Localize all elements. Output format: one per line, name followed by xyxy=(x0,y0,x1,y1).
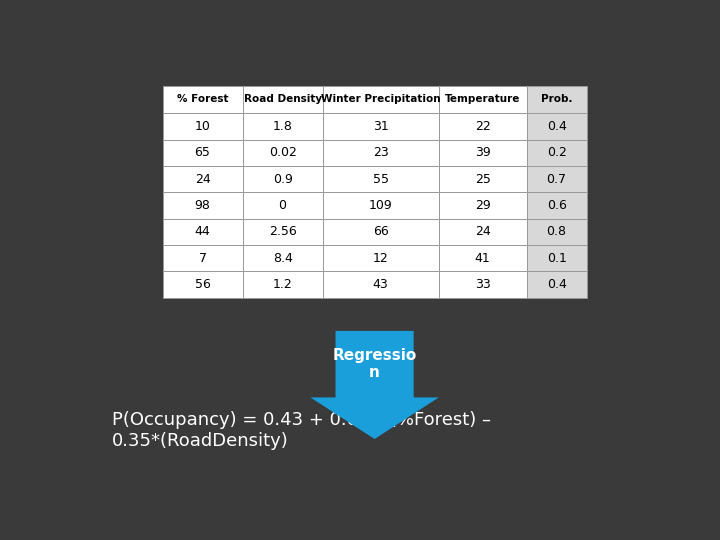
Text: % Forest: % Forest xyxy=(177,94,228,104)
Text: 0.4: 0.4 xyxy=(546,278,567,291)
Text: 2.56: 2.56 xyxy=(269,225,297,239)
Text: Road Density: Road Density xyxy=(243,94,322,104)
Text: 0.9: 0.9 xyxy=(273,173,292,186)
Bar xyxy=(323,245,438,272)
Bar xyxy=(438,166,526,192)
Text: 43: 43 xyxy=(373,278,389,291)
Bar xyxy=(438,219,526,245)
Text: Temperature: Temperature xyxy=(445,94,521,104)
Text: Prob.: Prob. xyxy=(541,94,572,104)
Text: 0.1: 0.1 xyxy=(546,252,567,265)
Bar xyxy=(438,113,526,140)
Bar xyxy=(438,140,526,166)
Bar xyxy=(526,219,587,245)
Text: 10: 10 xyxy=(194,120,210,133)
Text: 0.4: 0.4 xyxy=(546,120,567,133)
Text: 31: 31 xyxy=(373,120,389,133)
Text: 24: 24 xyxy=(474,225,490,239)
Polygon shape xyxy=(310,331,438,439)
Bar xyxy=(323,140,438,166)
Bar xyxy=(243,192,323,219)
Bar xyxy=(323,85,438,113)
Bar xyxy=(438,245,526,272)
Text: 12: 12 xyxy=(373,252,389,265)
Bar xyxy=(526,85,587,113)
Text: 33: 33 xyxy=(474,278,490,291)
Text: Regressio
n: Regressio n xyxy=(333,348,417,380)
Text: 22: 22 xyxy=(474,120,490,133)
Bar xyxy=(243,245,323,272)
Bar xyxy=(526,272,587,298)
Bar xyxy=(526,245,587,272)
Bar xyxy=(243,85,323,113)
Bar xyxy=(163,272,243,298)
Bar xyxy=(243,113,323,140)
Bar xyxy=(438,192,526,219)
Bar xyxy=(163,166,243,192)
Bar xyxy=(163,245,243,272)
Text: 55: 55 xyxy=(372,173,389,186)
Text: 56: 56 xyxy=(194,278,210,291)
Bar xyxy=(163,113,243,140)
Bar xyxy=(323,166,438,192)
Bar xyxy=(323,113,438,140)
Text: 25: 25 xyxy=(474,173,490,186)
Bar xyxy=(323,219,438,245)
Text: 0.6: 0.6 xyxy=(546,199,567,212)
Bar xyxy=(323,192,438,219)
Text: P(Occupancy) = 0.43 + 0.023*(%Forest) –
0.35*(RoadDensity): P(Occupancy) = 0.43 + 0.023*(%Forest) – … xyxy=(112,411,491,450)
Text: 1.2: 1.2 xyxy=(273,278,292,291)
Bar xyxy=(243,166,323,192)
Text: 0: 0 xyxy=(279,199,287,212)
Bar xyxy=(526,140,587,166)
Bar xyxy=(243,219,323,245)
Text: 98: 98 xyxy=(194,199,210,212)
Text: 23: 23 xyxy=(373,146,389,159)
Text: 1.8: 1.8 xyxy=(273,120,292,133)
Text: 39: 39 xyxy=(474,146,490,159)
Text: 8.4: 8.4 xyxy=(273,252,292,265)
Text: 0.7: 0.7 xyxy=(546,173,567,186)
Text: 66: 66 xyxy=(373,225,389,239)
Bar xyxy=(323,272,438,298)
Bar xyxy=(163,85,243,113)
Text: 7: 7 xyxy=(199,252,207,265)
Text: 0.2: 0.2 xyxy=(546,146,567,159)
Bar xyxy=(526,113,587,140)
Bar xyxy=(526,166,587,192)
Text: 29: 29 xyxy=(474,199,490,212)
Text: 0.8: 0.8 xyxy=(546,225,567,239)
Bar xyxy=(438,85,526,113)
Text: 44: 44 xyxy=(194,225,210,239)
Text: 24: 24 xyxy=(194,173,210,186)
Text: 109: 109 xyxy=(369,199,392,212)
Bar xyxy=(163,140,243,166)
Text: 41: 41 xyxy=(474,252,490,265)
Text: Winter Precipitation: Winter Precipitation xyxy=(321,94,441,104)
Text: 65: 65 xyxy=(194,146,210,159)
Text: 0.02: 0.02 xyxy=(269,146,297,159)
Bar xyxy=(163,219,243,245)
Bar xyxy=(243,272,323,298)
Bar xyxy=(163,192,243,219)
Bar xyxy=(526,192,587,219)
Bar xyxy=(243,140,323,166)
Bar xyxy=(438,272,526,298)
